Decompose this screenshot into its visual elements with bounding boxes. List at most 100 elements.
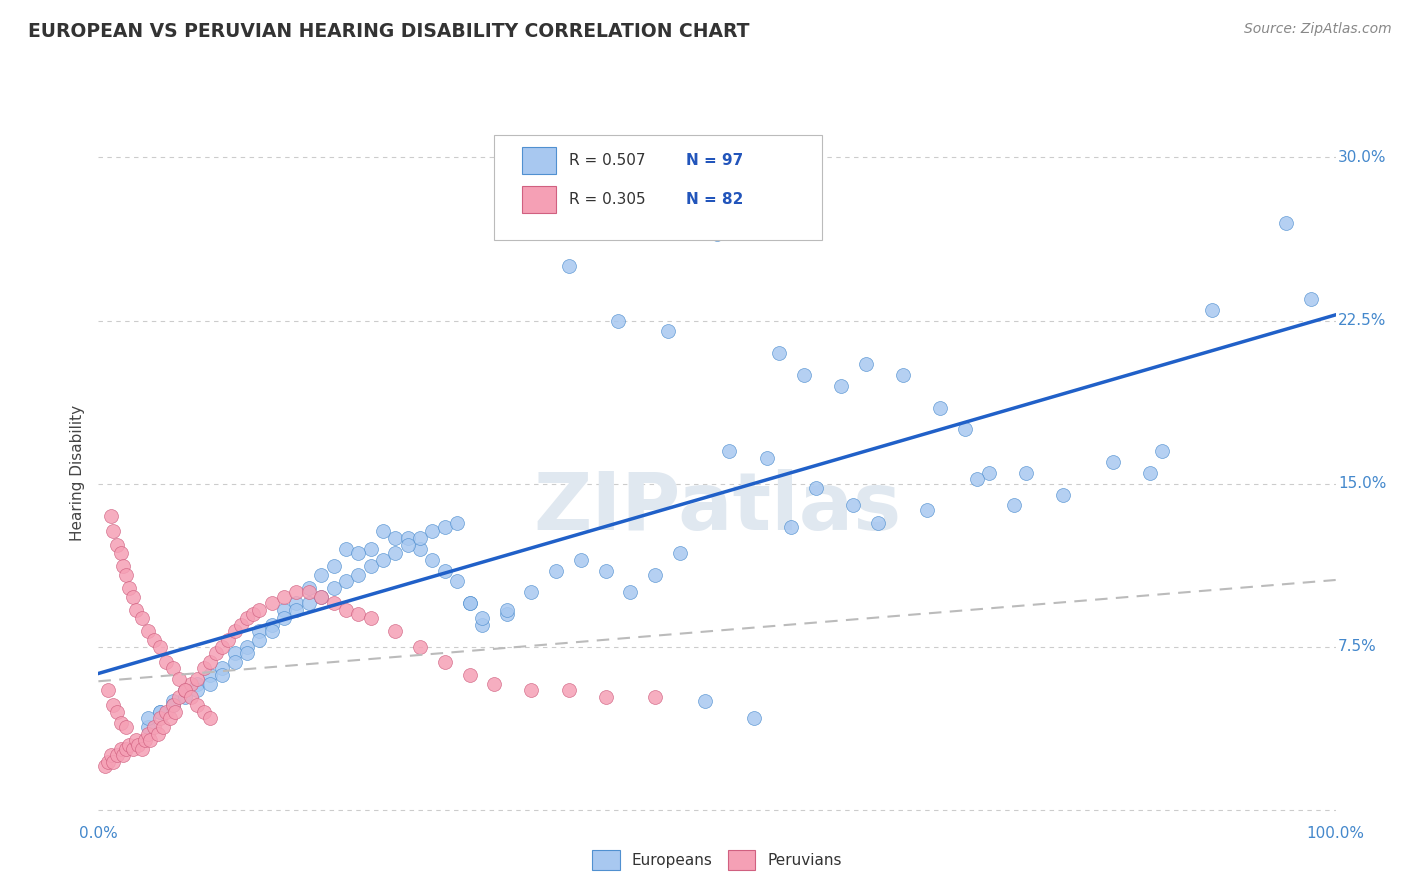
Point [103, 755, 125, 769]
Point [165, 705, 187, 719]
Text: R = 0.305: R = 0.305 [568, 192, 645, 207]
Point [928, 401, 950, 415]
Point [247, 633, 270, 648]
Point [384, 624, 406, 639]
Text: ZIPatlas: ZIPatlas [533, 468, 901, 547]
Point [143, 720, 166, 734]
Point [309, 568, 332, 582]
Point [471, 618, 494, 632]
Point [236, 640, 259, 654]
Point [159, 711, 181, 725]
Point [335, 541, 357, 556]
Point [217, 633, 239, 648]
Point [260, 624, 283, 639]
Point [891, 368, 914, 382]
Point [118, 738, 141, 752]
Point [180, 690, 202, 704]
Point [669, 546, 692, 560]
Point [322, 559, 344, 574]
Point [174, 683, 197, 698]
Point [384, 531, 406, 545]
Point [136, 624, 159, 639]
Point [100, 748, 122, 763]
Point [409, 640, 432, 654]
Point [131, 742, 153, 756]
Point [118, 581, 141, 595]
Point [804, 481, 827, 495]
Point [242, 607, 264, 621]
Point [347, 568, 370, 582]
Text: N = 97: N = 97 [686, 153, 744, 169]
Point [409, 541, 432, 556]
Point [97, 755, 120, 769]
Point [211, 661, 233, 675]
Point [114, 568, 136, 582]
Point [458, 596, 481, 610]
Point [657, 325, 679, 339]
Point [1052, 487, 1074, 501]
Point [484, 676, 506, 690]
Point [103, 524, 125, 539]
Point [458, 596, 481, 610]
Point [110, 742, 132, 756]
Point [193, 705, 215, 719]
Point [110, 546, 132, 560]
Point [742, 711, 765, 725]
Point [124, 733, 146, 747]
Point [458, 668, 481, 682]
Point [309, 590, 332, 604]
Point [631, 183, 654, 197]
Point [495, 607, 517, 621]
Point [855, 357, 877, 371]
Point [1299, 292, 1322, 306]
Point [298, 585, 321, 599]
Point [211, 668, 233, 682]
Point [557, 683, 579, 698]
Point [167, 673, 190, 687]
Point [1152, 444, 1174, 458]
Point [205, 646, 228, 660]
Point [569, 552, 592, 567]
Point [706, 227, 728, 241]
Point [917, 502, 939, 516]
Point [162, 698, 184, 713]
Point [607, 313, 630, 327]
Point [422, 524, 444, 539]
Point [224, 655, 246, 669]
Point [693, 694, 716, 708]
Point [433, 564, 456, 578]
Point [409, 531, 432, 545]
Point [396, 531, 419, 545]
Point [371, 552, 394, 567]
Legend: Europeans, Peruvians: Europeans, Peruvians [586, 844, 848, 876]
Point [112, 748, 135, 763]
Point [122, 590, 145, 604]
Point [298, 596, 321, 610]
Point [198, 655, 221, 669]
Point [360, 541, 382, 556]
Point [619, 585, 641, 599]
Point [433, 655, 456, 669]
Point [471, 611, 494, 625]
Point [193, 661, 215, 675]
Point [360, 611, 382, 625]
Point [718, 444, 741, 458]
Point [236, 611, 259, 625]
Point [247, 603, 270, 617]
Point [422, 552, 444, 567]
Point [260, 618, 283, 632]
Point [384, 546, 406, 560]
Point [495, 603, 517, 617]
Point [224, 646, 246, 660]
Point [273, 611, 295, 625]
Point [149, 711, 172, 725]
Point [143, 633, 166, 648]
Point [174, 690, 197, 704]
Point [396, 537, 419, 551]
Point [186, 698, 208, 713]
Point [162, 661, 184, 675]
Point [347, 607, 370, 621]
Point [198, 668, 221, 682]
Point [186, 673, 208, 687]
Point [136, 720, 159, 734]
